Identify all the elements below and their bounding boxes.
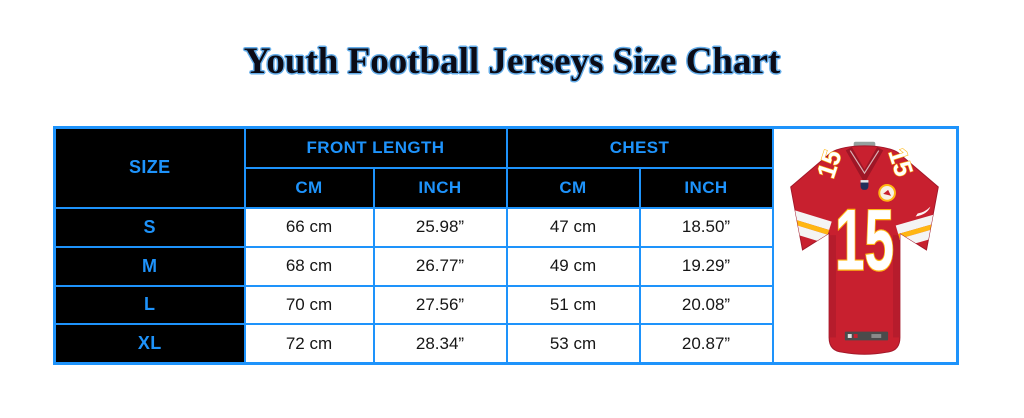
nfl-shield-icon (860, 180, 869, 190)
chest-cm-value: 49 cm (505, 245, 641, 287)
size-label: L (53, 284, 246, 326)
size-chart-table: SIZE FRONT LENGTH CHEST (53, 126, 959, 365)
team-patch-icon (878, 184, 897, 202)
unit-header-chest-cm: CM (505, 166, 641, 209)
size-label: M (53, 245, 246, 287)
size-column-header: SIZE (53, 126, 246, 209)
chest-number: 15 (835, 193, 894, 289)
chest-group-header: CHEST (505, 126, 774, 169)
chest-inch-value: 20.08” (638, 284, 774, 326)
page-title: Youth Football Jerseys Size Chart (243, 41, 781, 82)
front-length-inch-value: 28.34” (372, 323, 508, 365)
size-label: XL (53, 323, 246, 365)
table-row-xl: XL 72 cm 28.34” 53 cm 20.87” (53, 323, 958, 365)
size-label: S (53, 206, 246, 248)
front-length-inch-value: 27.56” (372, 284, 508, 326)
front-length-cm-value: 68 cm (243, 245, 375, 287)
jock-tag (845, 331, 889, 341)
front-length-cm-value: 70 cm (243, 284, 375, 326)
chest-cm-value: 51 cm (505, 284, 641, 326)
unit-header-front-inch: INCH (372, 166, 508, 209)
unit-header-chest-inch: INCH (638, 166, 774, 209)
chest-cm-value: 53 cm (505, 323, 641, 365)
jersey-photo: 15 15 15 (790, 141, 940, 355)
chest-inch-value: 20.87” (638, 323, 774, 365)
jersey-side-mesh-right (893, 235, 901, 338)
table-row-s: S 66 cm 25.98” 47 cm 18.50” (53, 206, 958, 248)
chest-cm-value: 47 cm (505, 206, 641, 248)
sleeve-stripes-left (790, 205, 832, 244)
front-length-group-header: FRONT LENGTH (243, 126, 508, 169)
front-length-inch-value: 26.77” (372, 245, 508, 287)
collar-band (846, 146, 884, 184)
collar-piping (849, 150, 880, 175)
swoosh-icon (915, 206, 931, 217)
unit-header-front-cm: CM (243, 166, 375, 209)
chest-inch-value: 18.50” (638, 206, 774, 248)
front-length-cm-value: 66 cm (243, 206, 375, 248)
table-row-l: L 70 cm 27.56” 51 cm 20.08” (53, 284, 958, 326)
sleeve-stripes-right (896, 209, 939, 248)
front-length-cm-value: 72 cm (243, 323, 375, 365)
jersey-body (790, 145, 940, 355)
table-row-m: M 68 cm 26.77” 49 cm 19.29” (53, 245, 958, 287)
jersey-image-cell: 15 15 15 (771, 126, 959, 365)
front-length-inch-value: 25.98” (372, 206, 508, 248)
chest-inch-value: 19.29” (638, 245, 774, 287)
jersey-side-mesh-left (829, 235, 837, 338)
